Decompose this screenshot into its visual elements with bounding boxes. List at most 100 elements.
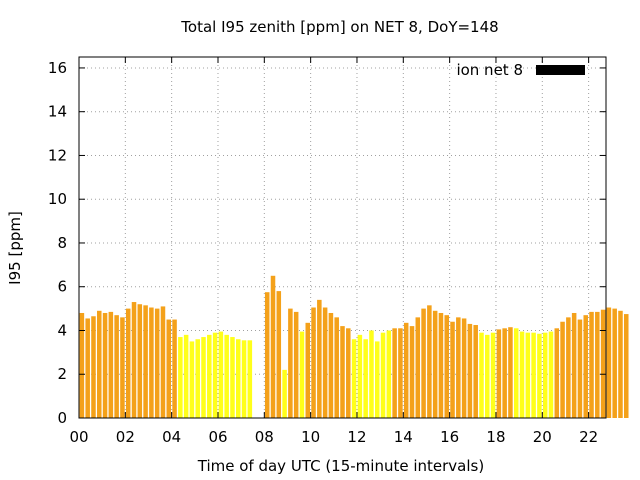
bar xyxy=(542,332,548,418)
bar xyxy=(183,334,189,418)
bar xyxy=(392,328,397,418)
x-tick-label: 14 xyxy=(394,428,413,446)
bar xyxy=(108,311,114,418)
x-tick-label: 22 xyxy=(579,428,598,446)
bar xyxy=(241,340,247,418)
bar xyxy=(154,308,160,418)
bar xyxy=(606,307,612,418)
bar xyxy=(415,317,421,418)
x-tick-label: 18 xyxy=(486,428,505,446)
bar xyxy=(508,327,513,418)
legend-label: ion net 8 xyxy=(456,61,523,79)
bar xyxy=(143,305,148,418)
x-tick-label: 00 xyxy=(69,428,88,446)
bar xyxy=(485,334,490,418)
bar xyxy=(525,332,531,418)
bar xyxy=(149,307,154,418)
bar xyxy=(438,312,444,418)
y-tick-label: 2 xyxy=(57,365,67,383)
bar xyxy=(363,339,368,418)
bar xyxy=(554,328,560,418)
bar xyxy=(432,310,438,418)
y-axis: 0 2 4 6 8 10 12 14 16 xyxy=(48,59,606,427)
bar xyxy=(496,329,502,418)
x-tick-label: 08 xyxy=(255,428,274,446)
bar xyxy=(421,308,426,418)
x-axis: 00 02 04 06 08 10 12 14 16 18 20 22 xyxy=(69,57,598,446)
bar xyxy=(102,312,108,418)
y-tick-label: 8 xyxy=(57,234,67,252)
bar xyxy=(461,318,467,418)
bar xyxy=(218,331,224,418)
bar xyxy=(282,369,287,418)
bar xyxy=(235,339,241,418)
legend: ion net 8 xyxy=(456,61,585,79)
bar xyxy=(560,321,565,418)
bar xyxy=(160,306,166,418)
bar xyxy=(566,317,571,418)
bar xyxy=(548,331,554,418)
bar xyxy=(450,321,455,418)
y-tick-label: 0 xyxy=(57,409,67,427)
bar xyxy=(571,312,577,418)
bar xyxy=(618,310,623,418)
bar xyxy=(137,304,143,418)
bar xyxy=(600,309,606,418)
grid xyxy=(79,57,606,418)
bar xyxy=(299,331,305,418)
bar xyxy=(369,330,374,418)
bar xyxy=(490,332,496,418)
bar xyxy=(270,275,276,418)
x-axis-label: Time of day UTC (15-minute intervals) xyxy=(197,457,484,475)
bar xyxy=(479,332,484,418)
bar xyxy=(467,323,473,418)
y-tick-label: 12 xyxy=(48,146,67,164)
bar xyxy=(346,328,351,418)
x-tick-label: 12 xyxy=(347,428,366,446)
bar xyxy=(334,317,339,418)
bar xyxy=(409,326,415,418)
x-tick-label: 10 xyxy=(301,428,320,446)
x-tick-label: 06 xyxy=(208,428,227,446)
bar xyxy=(456,317,461,418)
bar xyxy=(589,311,594,418)
bar xyxy=(230,337,235,418)
bar xyxy=(513,328,519,418)
bar xyxy=(212,332,218,418)
bar xyxy=(473,325,478,418)
bar xyxy=(85,318,90,418)
plot-frame xyxy=(78,56,607,419)
bar xyxy=(79,312,85,418)
bar xyxy=(247,340,253,418)
x-tick-label: 02 xyxy=(116,428,135,446)
bar xyxy=(398,328,403,418)
y-tick-label: 14 xyxy=(48,103,67,121)
bar xyxy=(276,291,282,418)
bar xyxy=(328,312,334,418)
y-tick-label: 16 xyxy=(48,59,67,77)
bar xyxy=(537,333,542,418)
bar xyxy=(612,308,617,418)
bar xyxy=(125,308,131,418)
bar xyxy=(91,316,96,418)
bar xyxy=(114,315,119,418)
bar xyxy=(195,339,200,418)
chart-title: Total I95 zenith [ppm] on NET 8, DoY=148 xyxy=(180,18,498,36)
bar xyxy=(172,319,177,418)
bar xyxy=(322,307,328,418)
bar xyxy=(357,334,363,418)
bar xyxy=(340,326,345,418)
bar xyxy=(189,341,195,418)
bar xyxy=(427,305,432,418)
bar xyxy=(519,331,525,418)
bar xyxy=(502,328,507,418)
y-tick-label: 4 xyxy=(57,321,67,339)
bar xyxy=(264,292,270,418)
bar xyxy=(224,334,229,418)
bar xyxy=(624,314,629,418)
bar xyxy=(403,322,409,418)
bar xyxy=(595,311,600,418)
legend-swatch xyxy=(536,65,585,75)
bar xyxy=(97,310,102,418)
